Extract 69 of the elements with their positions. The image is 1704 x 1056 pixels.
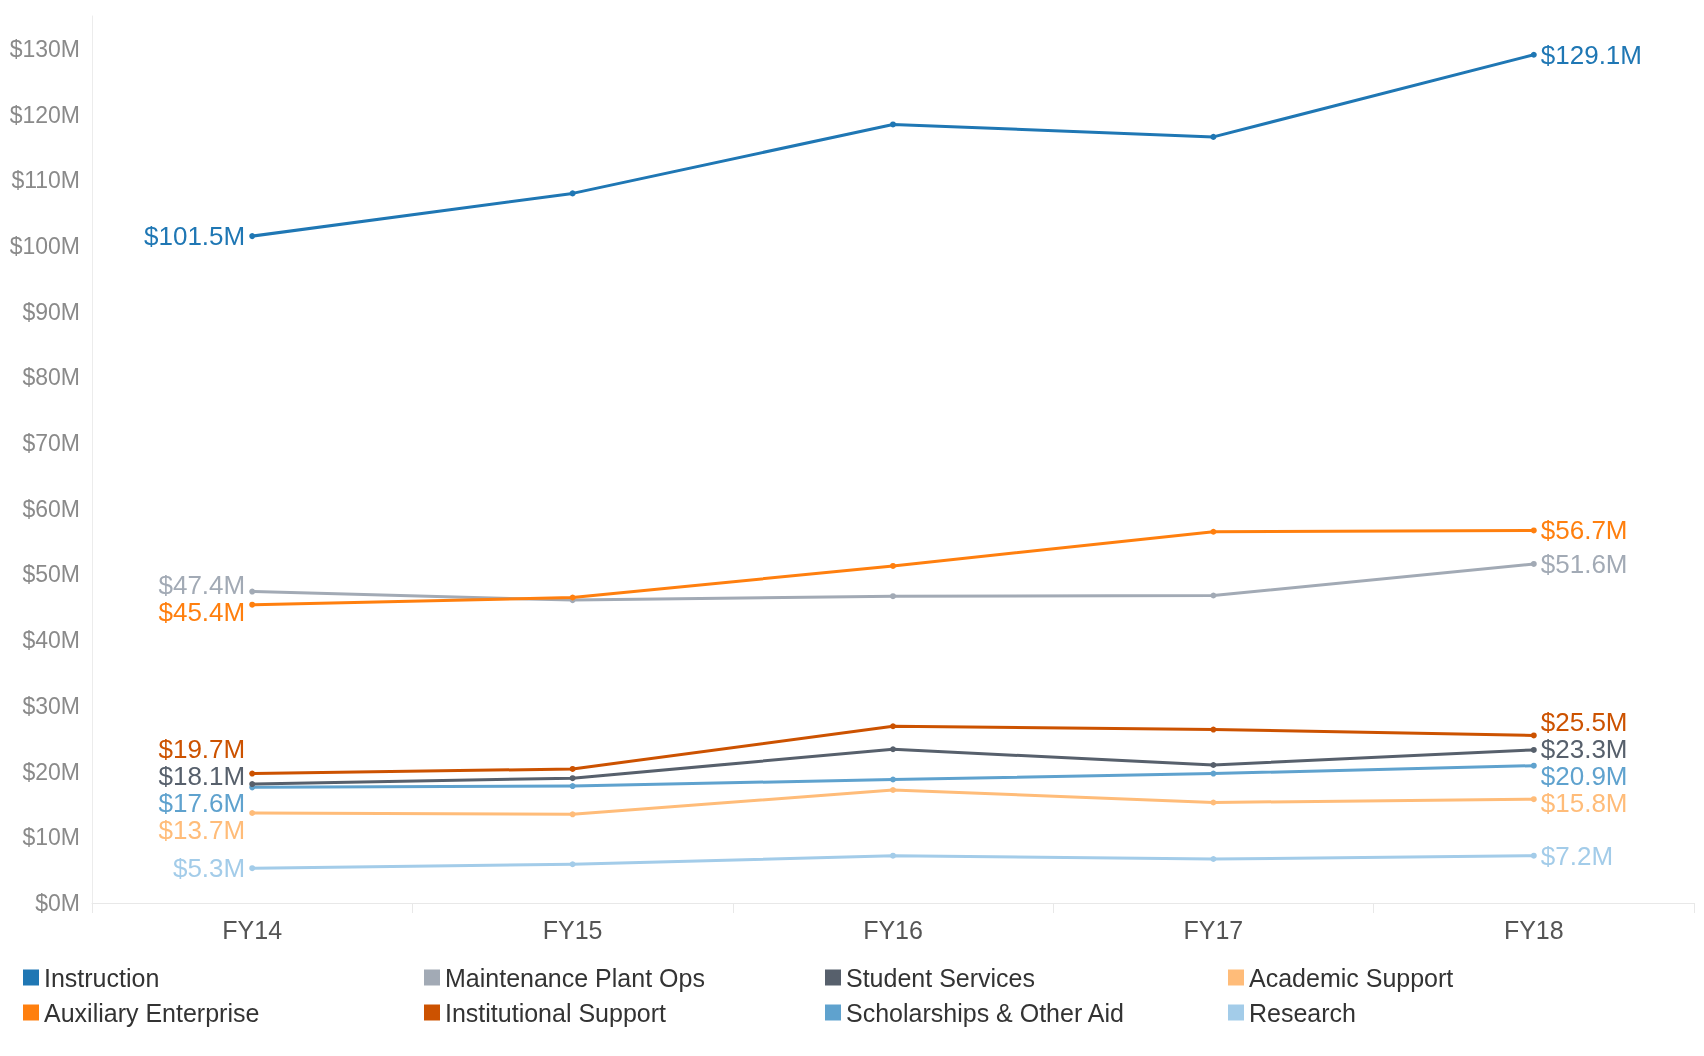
point [1210, 762, 1217, 769]
y-tick-label: $50M [22, 561, 80, 588]
x-tick-label: FY17 [1183, 915, 1244, 944]
y-tick-label: $110M [11, 167, 80, 194]
x-tick-label: FY14 [222, 915, 283, 944]
point [249, 588, 256, 595]
y-tick-label: $130M [9, 35, 80, 62]
point [1530, 560, 1537, 567]
data-label: $5.3M [172, 853, 246, 884]
x-tick-label: FY18 [1503, 915, 1564, 944]
point [890, 776, 896, 783]
point [249, 233, 256, 240]
data-label: $101.5M [144, 221, 246, 252]
point [890, 746, 896, 753]
point [1530, 527, 1537, 534]
y-tick-label: $10M [22, 824, 80, 851]
data-label: $51.6M [1540, 548, 1628, 579]
point [1210, 528, 1217, 535]
legend-label: Institutional Support [445, 998, 667, 1027]
x-tick-label: FY16 [863, 915, 923, 944]
point [1210, 855, 1217, 862]
point [1530, 732, 1537, 739]
legend-label: Student Services [846, 963, 1035, 992]
point [1210, 133, 1217, 140]
point [890, 121, 896, 128]
point [249, 601, 256, 608]
point [1210, 770, 1217, 777]
legend-label: Instruction [44, 963, 160, 992]
y-tick-label: $120M [9, 101, 80, 128]
point [1210, 726, 1217, 733]
point [890, 593, 896, 600]
point [569, 861, 576, 868]
point [1530, 746, 1537, 753]
data-label: $129.1M [1540, 39, 1642, 70]
y-tick-label: $60M [22, 495, 80, 522]
point [249, 770, 256, 777]
y-tick-label: $20M [22, 758, 80, 785]
point [1530, 852, 1537, 859]
data-label: $7.2M [1540, 840, 1614, 871]
point [569, 783, 576, 790]
point [249, 809, 256, 816]
point [890, 786, 896, 793]
point [569, 775, 576, 782]
legend-label: Auxiliary Enterprise [44, 998, 260, 1027]
legend-label: Scholarships & Other Aid [846, 998, 1124, 1027]
legend-label: Maintenance Plant Ops [445, 963, 705, 992]
point [1530, 51, 1537, 58]
x-tick-label: FY15 [542, 915, 603, 944]
y-tick-label: $40M [22, 627, 80, 654]
y-tick-label: $80M [22, 364, 80, 391]
y-tick-label: $70M [22, 430, 80, 457]
y-tick-label: $30M [22, 692, 80, 719]
point [890, 723, 896, 730]
point [569, 811, 576, 818]
y-tick-label: $0M [35, 890, 80, 916]
point [1210, 799, 1217, 806]
point [890, 562, 896, 569]
point [569, 190, 576, 197]
point [569, 765, 576, 772]
legend-label: Research [1249, 998, 1356, 1027]
data-label: $56.7M [1540, 515, 1628, 546]
legend-label: Academic Support [1249, 963, 1454, 992]
y-tick-label: $90M [22, 298, 80, 325]
point [890, 852, 896, 859]
point [1530, 762, 1537, 769]
y-tick-label: $100M [9, 232, 80, 259]
point [1210, 592, 1217, 599]
point [249, 865, 256, 872]
point [1530, 796, 1537, 803]
